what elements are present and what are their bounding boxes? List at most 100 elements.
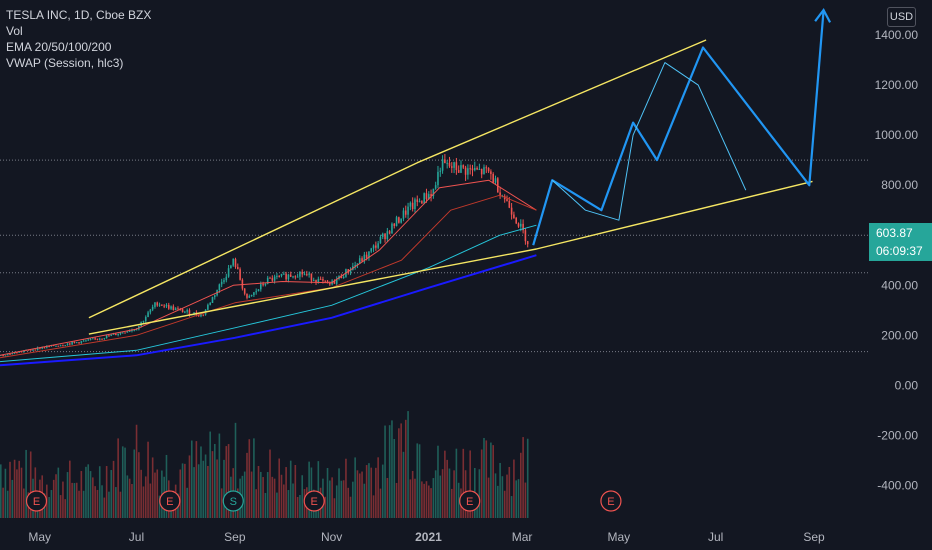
volume-bar — [218, 433, 221, 518]
candle-body — [400, 218, 402, 223]
volume-bar — [248, 439, 251, 518]
volume-bar — [50, 490, 53, 518]
volume-bar — [11, 479, 14, 518]
symbol-line[interactable]: TESLA INC, 1D, Cboe BZX — [6, 8, 152, 22]
candle-body — [513, 214, 515, 218]
volume-bar — [444, 450, 446, 518]
currency-button[interactable]: USD — [887, 7, 916, 27]
volume-bar — [57, 467, 60, 518]
candle-body — [92, 338, 94, 340]
x-tick-label: Nov — [321, 530, 342, 544]
volume-bar — [386, 477, 389, 518]
volume-bar — [292, 483, 294, 518]
volume-bar — [520, 452, 522, 518]
volume-bar — [490, 442, 492, 518]
candle-body — [20, 351, 23, 353]
candle-body — [271, 278, 274, 281]
series-line-1 — [0, 194, 537, 359]
y-tick-label: -200.00 — [877, 428, 918, 442]
candle-body — [234, 258, 237, 267]
indicator-vol[interactable]: Vol — [6, 24, 23, 38]
volume-bar — [414, 478, 416, 518]
candle-body — [278, 275, 281, 277]
volume-bar — [354, 457, 356, 518]
volume-bar — [73, 483, 76, 518]
volume-bar — [128, 478, 131, 518]
volume-bar — [352, 481, 354, 518]
indicator-ema[interactable]: EMA 20/50/100/200 — [6, 40, 112, 54]
volume-bar — [48, 496, 50, 518]
volume-bar — [103, 497, 106, 518]
candle-body — [526, 241, 529, 245]
candle-body — [142, 320, 145, 323]
volume-bar — [220, 488, 223, 518]
event-marker-0 — [25, 490, 48, 512]
volume-bar — [105, 466, 108, 518]
candle-body — [4, 355, 7, 357]
volume-bar — [423, 483, 425, 518]
candle-body — [62, 345, 64, 347]
volume-bar — [223, 459, 225, 518]
volume-bar — [154, 472, 156, 518]
volume-bar — [526, 438, 529, 518]
candle-body — [220, 281, 223, 285]
candle-body — [310, 273, 313, 281]
candle-body — [236, 266, 239, 270]
volume-bar — [18, 460, 21, 518]
candle-body — [96, 338, 99, 340]
candle-body — [29, 349, 32, 351]
candle-body — [439, 170, 442, 172]
candle-body — [407, 206, 409, 215]
series-trendline-5 — [88, 180, 813, 335]
candle-body — [11, 353, 14, 355]
candle-body — [515, 217, 518, 224]
candle-body — [243, 288, 246, 294]
candle-body — [248, 296, 251, 298]
volume-bar — [115, 487, 117, 518]
volume-bar — [149, 483, 152, 518]
volume-bar — [411, 470, 414, 518]
candle-body — [510, 207, 513, 215]
candle-body — [393, 223, 396, 226]
candle-body — [269, 277, 271, 279]
volume-bar — [225, 446, 228, 518]
x-tick-label: Sep — [224, 530, 246, 544]
volume-bar — [503, 490, 506, 518]
candle-body — [98, 338, 101, 340]
volume-bar — [13, 459, 16, 518]
volume-bar — [234, 422, 237, 518]
candle-body — [85, 340, 87, 342]
candle-body — [483, 167, 485, 175]
volume-bar — [253, 438, 255, 518]
volume-bar — [333, 498, 336, 518]
candle-body — [41, 347, 44, 349]
volume-bar — [9, 461, 11, 518]
candle-body — [213, 295, 216, 298]
candle-body — [473, 167, 476, 171]
candle-body — [66, 343, 69, 346]
volume-bar — [181, 463, 184, 518]
candle-body — [379, 236, 382, 244]
candle-body — [333, 280, 336, 284]
candle-body — [59, 345, 62, 347]
indicator-vwap[interactable]: VWAP (Session, hlc3) — [6, 56, 124, 70]
volume-bar — [329, 480, 331, 518]
candle-body — [386, 231, 389, 240]
volume-bar — [446, 459, 448, 518]
candle-body — [377, 243, 379, 248]
volume-bar — [23, 488, 25, 518]
volume-bar — [450, 488, 453, 518]
candle-body — [149, 309, 152, 313]
volume-bar — [492, 445, 494, 518]
candle-body — [485, 167, 488, 169]
candle-body — [174, 308, 177, 311]
candle-body — [64, 345, 67, 347]
candle-body — [82, 340, 85, 342]
volume-bar — [87, 464, 90, 518]
candle-body — [78, 342, 80, 344]
candle-body — [144, 317, 147, 321]
candle-body — [276, 275, 278, 277]
volume-bar — [361, 471, 363, 518]
candle-body — [363, 254, 366, 262]
